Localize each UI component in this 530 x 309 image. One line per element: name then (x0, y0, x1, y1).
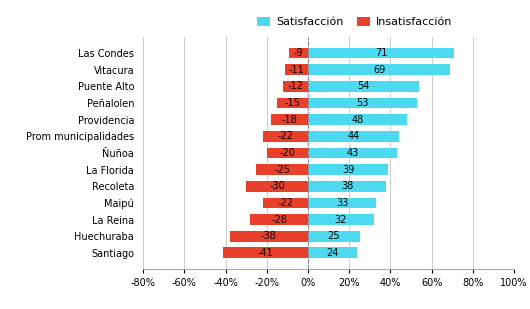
Text: -18: -18 (281, 115, 297, 125)
Bar (308, 214, 374, 225)
Text: -22: -22 (277, 198, 293, 208)
Bar (308, 164, 388, 175)
Text: 44: 44 (347, 131, 359, 141)
Bar (246, 181, 308, 192)
Bar (257, 164, 308, 175)
Text: -11: -11 (289, 65, 305, 75)
Text: 54: 54 (357, 81, 370, 91)
Bar (263, 197, 308, 208)
Text: 33: 33 (336, 198, 348, 208)
Bar (308, 248, 357, 258)
Bar (308, 231, 359, 242)
Text: -12: -12 (288, 81, 304, 91)
Text: -15: -15 (285, 98, 301, 108)
Bar (308, 131, 399, 142)
Legend: Satisfacción, Insatisfacción: Satisfacción, Insatisfacción (253, 12, 456, 32)
Text: -9: -9 (294, 48, 304, 58)
Text: 25: 25 (328, 231, 340, 241)
Text: -28: -28 (271, 214, 287, 225)
Bar (267, 147, 308, 159)
Bar (250, 214, 308, 225)
Bar (283, 81, 308, 92)
Bar (289, 48, 308, 58)
Text: 24: 24 (326, 248, 339, 258)
Text: 43: 43 (346, 148, 358, 158)
Bar (308, 48, 454, 58)
Bar (308, 181, 386, 192)
Text: 48: 48 (351, 115, 364, 125)
Text: -25: -25 (274, 165, 290, 175)
Text: -41: -41 (258, 248, 273, 258)
Bar (308, 81, 419, 92)
Bar (285, 64, 308, 75)
Text: -20: -20 (279, 148, 295, 158)
Bar (308, 197, 376, 208)
Text: 38: 38 (341, 181, 354, 191)
Text: -38: -38 (261, 231, 277, 241)
Bar (308, 147, 396, 159)
Bar (308, 98, 417, 108)
Bar (263, 131, 308, 142)
Text: 32: 32 (335, 214, 347, 225)
Bar (229, 231, 308, 242)
Bar (271, 114, 308, 125)
Bar (308, 64, 450, 75)
Text: 53: 53 (356, 98, 369, 108)
Text: -30: -30 (269, 181, 285, 191)
Text: 39: 39 (342, 165, 355, 175)
Text: 69: 69 (373, 65, 385, 75)
Text: 71: 71 (375, 48, 387, 58)
Bar (308, 114, 407, 125)
Text: -22: -22 (277, 131, 293, 141)
Bar (277, 98, 308, 108)
Bar (224, 248, 308, 258)
